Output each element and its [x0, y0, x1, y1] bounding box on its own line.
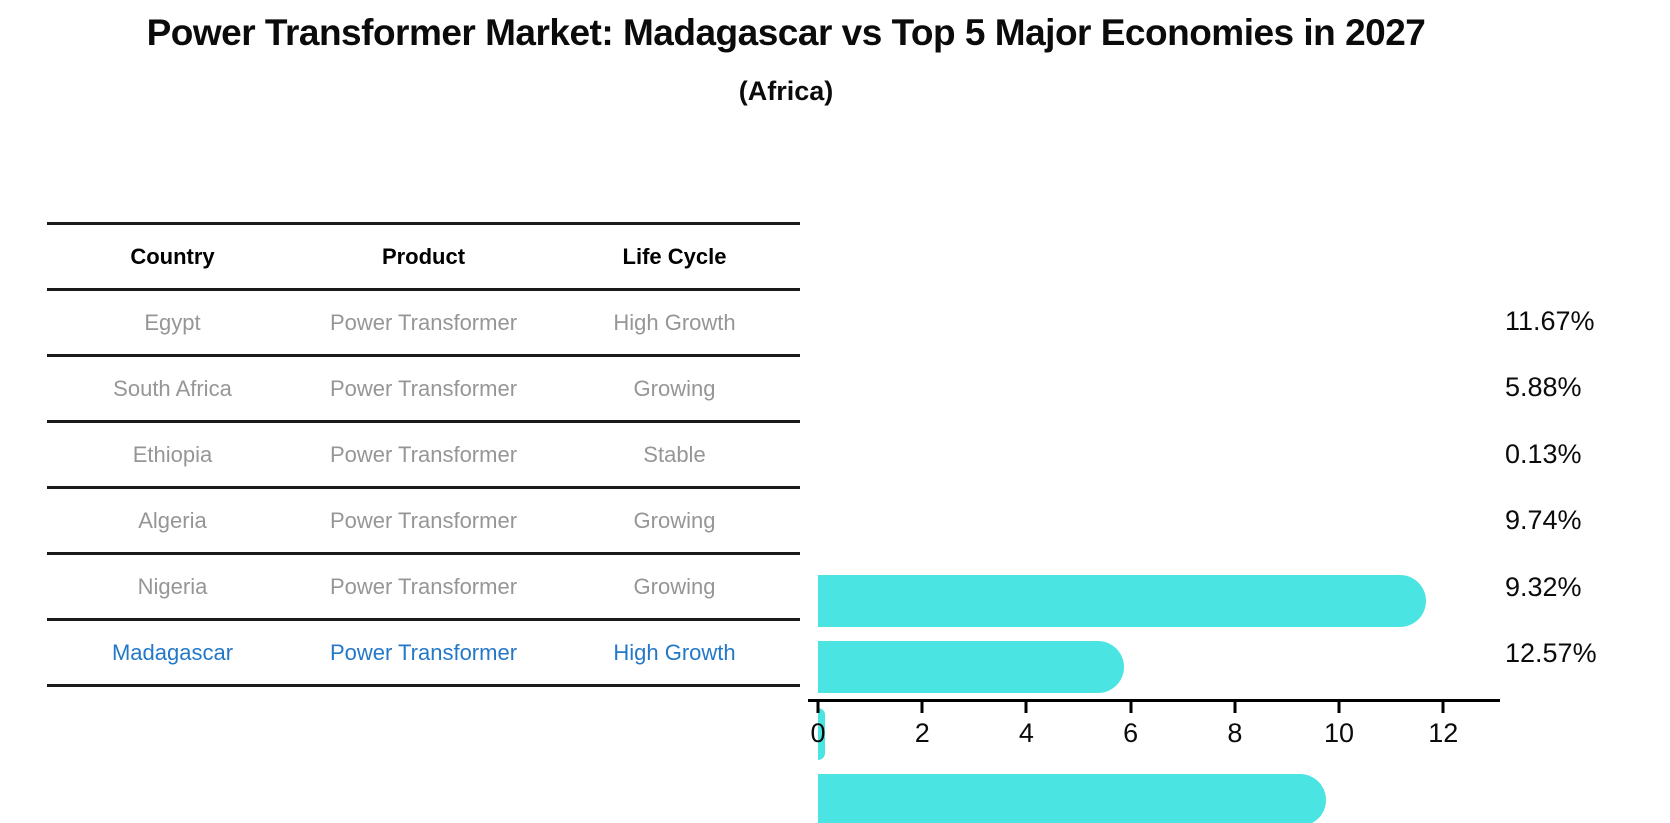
- product-cell: Power Transformer: [329, 507, 518, 533]
- product-cell: Power Transformer: [329, 639, 518, 665]
- country-cell: Ethiopia: [132, 441, 213, 467]
- lifecycle-cell: High Growth: [613, 639, 736, 665]
- country-cell: Algeria: [138, 507, 207, 533]
- x-axis-tick-label: 0: [810, 718, 826, 748]
- table-row: South Africa Power Transformer Growing: [47, 357, 800, 423]
- value-label-algeria: 9.74%: [1505, 505, 1582, 535]
- x-axis-tick-label: 10: [1324, 718, 1355, 748]
- x-axis-tick: [1024, 700, 1028, 713]
- column-header-lifecycle: Life Cycle: [622, 243, 727, 269]
- value-label-madagascar: 12.57%: [1505, 638, 1597, 668]
- bar-south-africa: [818, 641, 1125, 693]
- table-row: Ethiopia Power Transformer Stable: [47, 423, 800, 489]
- table-row: Madagascar Power Transformer High Growth: [47, 621, 800, 687]
- bar-ethiopia: [818, 708, 825, 760]
- x-axis-tick-label: 2: [914, 718, 930, 748]
- country-table: Country Product Life Cycle Egypt Power T…: [47, 222, 800, 687]
- x-axis-tick-label: 4: [1018, 718, 1034, 748]
- table-row: Algeria Power Transformer Growing: [47, 489, 800, 555]
- column-header-product: Product: [381, 243, 466, 269]
- lifecycle-cell: High Growth: [613, 309, 736, 335]
- x-axis-tick-label: 8: [1227, 718, 1243, 748]
- country-cell: Nigeria: [137, 573, 208, 599]
- value-label-ethiopia: 0.13%: [1505, 439, 1582, 469]
- x-axis-tick: [920, 700, 924, 713]
- value-label-nigeria: 9.32%: [1505, 572, 1582, 602]
- product-cell: Power Transformer: [329, 573, 518, 599]
- x-axis-tick: [816, 700, 820, 713]
- bar-plot-area: 0 2 4 6 8 10 12: [808, 280, 1500, 823]
- table-row: Egypt Power Transformer High Growth: [47, 291, 800, 357]
- column-header-country: Country: [130, 243, 215, 269]
- product-cell: Power Transformer: [329, 309, 518, 335]
- x-axis-tick: [1233, 700, 1237, 713]
- product-cell: Power Transformer: [329, 375, 518, 401]
- chart-title: Power Transformer Market: Madagascar vs …: [146, 12, 1426, 53]
- x-axis-tick-label: 12: [1428, 718, 1459, 748]
- value-label-south-africa: 5.88%: [1505, 372, 1582, 402]
- table-header-row: Country Product Life Cycle: [47, 225, 800, 291]
- country-cell: Madagascar: [111, 639, 234, 665]
- x-axis-tick: [1441, 700, 1445, 713]
- lifecycle-cell: Growing: [633, 507, 716, 533]
- chart-subtitle: (Africa): [738, 76, 834, 106]
- country-cell: South Africa: [113, 375, 232, 401]
- x-axis-line: [808, 699, 1500, 702]
- country-cell: Egypt: [144, 309, 201, 335]
- lifecycle-cell: Growing: [633, 375, 716, 401]
- x-axis-tick: [1129, 700, 1133, 713]
- table-row: Nigeria Power Transformer Growing: [47, 555, 800, 621]
- product-cell: Power Transformer: [329, 441, 518, 467]
- bar-algeria: [818, 774, 1326, 823]
- x-axis-tick: [1337, 700, 1341, 713]
- x-axis-tick-label: 6: [1123, 718, 1139, 748]
- lifecycle-cell: Growing: [633, 573, 716, 599]
- value-label-egypt: 11.67%: [1505, 306, 1595, 336]
- lifecycle-cell: Stable: [643, 441, 706, 467]
- bar-egypt: [818, 575, 1427, 627]
